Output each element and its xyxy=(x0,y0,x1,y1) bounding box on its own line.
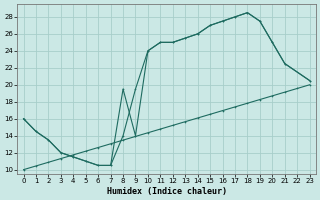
X-axis label: Humidex (Indice chaleur): Humidex (Indice chaleur) xyxy=(107,187,227,196)
